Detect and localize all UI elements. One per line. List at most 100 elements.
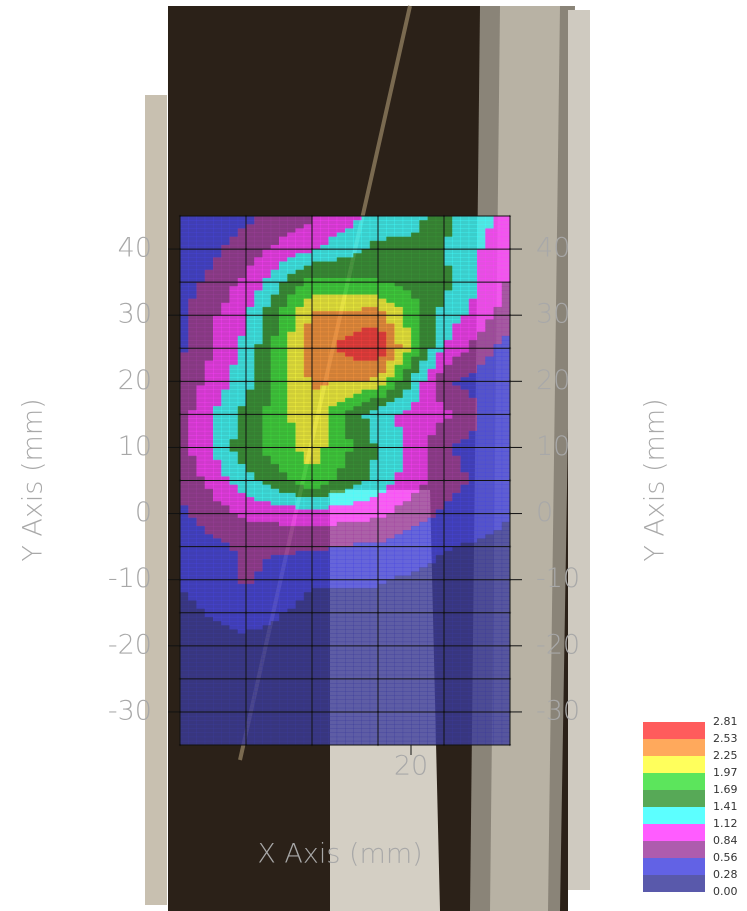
contour-fill [213, 282, 222, 287]
contour-fill [229, 736, 239, 742]
contour-fill [295, 641, 305, 647]
contour-fill [229, 339, 239, 345]
contour-fill [435, 410, 445, 415]
contour-fill [477, 265, 486, 271]
contour-fill [180, 472, 189, 477]
contour-fill [204, 257, 214, 262]
contour-fill [180, 451, 189, 457]
contour-fill [452, 521, 461, 527]
contour-fill [196, 592, 206, 597]
contour-fill [460, 654, 470, 659]
contour-fill [394, 567, 404, 572]
contour-fill [295, 302, 305, 308]
contour-fill [452, 414, 461, 419]
contour-fill [287, 228, 296, 233]
contour-fill [279, 265, 288, 271]
contour-fill [485, 484, 494, 490]
contour-fill [213, 290, 222, 295]
contour-fill [312, 447, 321, 452]
contour-fill [254, 261, 263, 266]
contour-fill [254, 497, 263, 502]
contour-fill [501, 480, 511, 486]
contour-fill [353, 439, 362, 444]
contour-fill [312, 559, 321, 564]
contour-fill [419, 364, 428, 370]
contour-fill [394, 232, 404, 238]
contour-fill [369, 265, 379, 271]
contour-fill [237, 724, 247, 729]
contour-fill [394, 381, 404, 386]
contour-fill [419, 344, 428, 349]
contour-fill [188, 711, 197, 717]
contour-fill [501, 422, 511, 428]
contour-fill [361, 587, 371, 593]
contour-fill [427, 587, 437, 593]
contour-fill [270, 277, 280, 283]
contour-fill [394, 426, 404, 432]
contour-fill [196, 443, 206, 448]
contour-fill [402, 480, 412, 486]
contour-fill [221, 315, 230, 320]
contour-fill [246, 604, 255, 610]
contour-fill [188, 658, 197, 663]
contour-fill [287, 476, 296, 481]
contour-fill [246, 678, 255, 684]
contour-fill [188, 517, 197, 523]
contour-fill [287, 294, 296, 300]
contour-fill [262, 277, 272, 283]
contour-fill [435, 633, 445, 638]
contour-fill [262, 538, 272, 543]
contour-fill [336, 649, 346, 655]
contour-fill [320, 687, 329, 692]
contour-fill [188, 654, 197, 659]
contour-fill [493, 674, 503, 680]
contour-fill [229, 724, 239, 729]
contour-fill [460, 521, 470, 527]
contour-fill [295, 484, 305, 490]
contour-fill [501, 228, 511, 233]
contour-fill [221, 364, 230, 370]
contour-fill [369, 732, 379, 738]
contour-fill [295, 447, 305, 452]
contour-fill [336, 534, 346, 539]
contour-fill [378, 216, 387, 221]
contour-fill [444, 311, 453, 316]
contour-fill [295, 707, 305, 713]
contour-fill [378, 282, 387, 287]
contour-fill [477, 273, 486, 279]
contour-fill [435, 604, 445, 610]
contour-fill [320, 683, 329, 688]
contour-fill [378, 418, 387, 424]
contour-fill [287, 377, 296, 382]
contour-fill [361, 435, 371, 440]
contour-fill [262, 249, 272, 254]
contour-fill [262, 298, 272, 304]
contour-fill [246, 517, 255, 523]
contour-fill [369, 228, 379, 233]
contour-fill [477, 426, 486, 432]
contour-fill [501, 513, 511, 519]
contour-fill [378, 670, 387, 676]
contour-fill [237, 401, 247, 407]
contour-fill [303, 546, 313, 552]
contour-fill [204, 658, 214, 663]
contour-fill [295, 385, 305, 390]
contour-fill [270, 716, 280, 721]
contour-fill [213, 273, 222, 279]
contour-fill [180, 554, 189, 560]
contour-fill [287, 232, 296, 238]
contour-fill [468, 261, 478, 266]
contour-fill [246, 501, 255, 506]
contour-fill [328, 538, 338, 543]
contour-fill [270, 637, 280, 643]
contour-fill [361, 711, 371, 717]
contour-fill [394, 695, 404, 700]
contour-fill [419, 546, 428, 552]
contour-fill [361, 220, 371, 225]
contour-fill [287, 645, 296, 651]
contour-fill [336, 480, 346, 486]
contour-fill [345, 633, 354, 638]
contour-fill [254, 348, 263, 353]
contour-fill [468, 546, 478, 552]
contour-fill [196, 249, 206, 254]
